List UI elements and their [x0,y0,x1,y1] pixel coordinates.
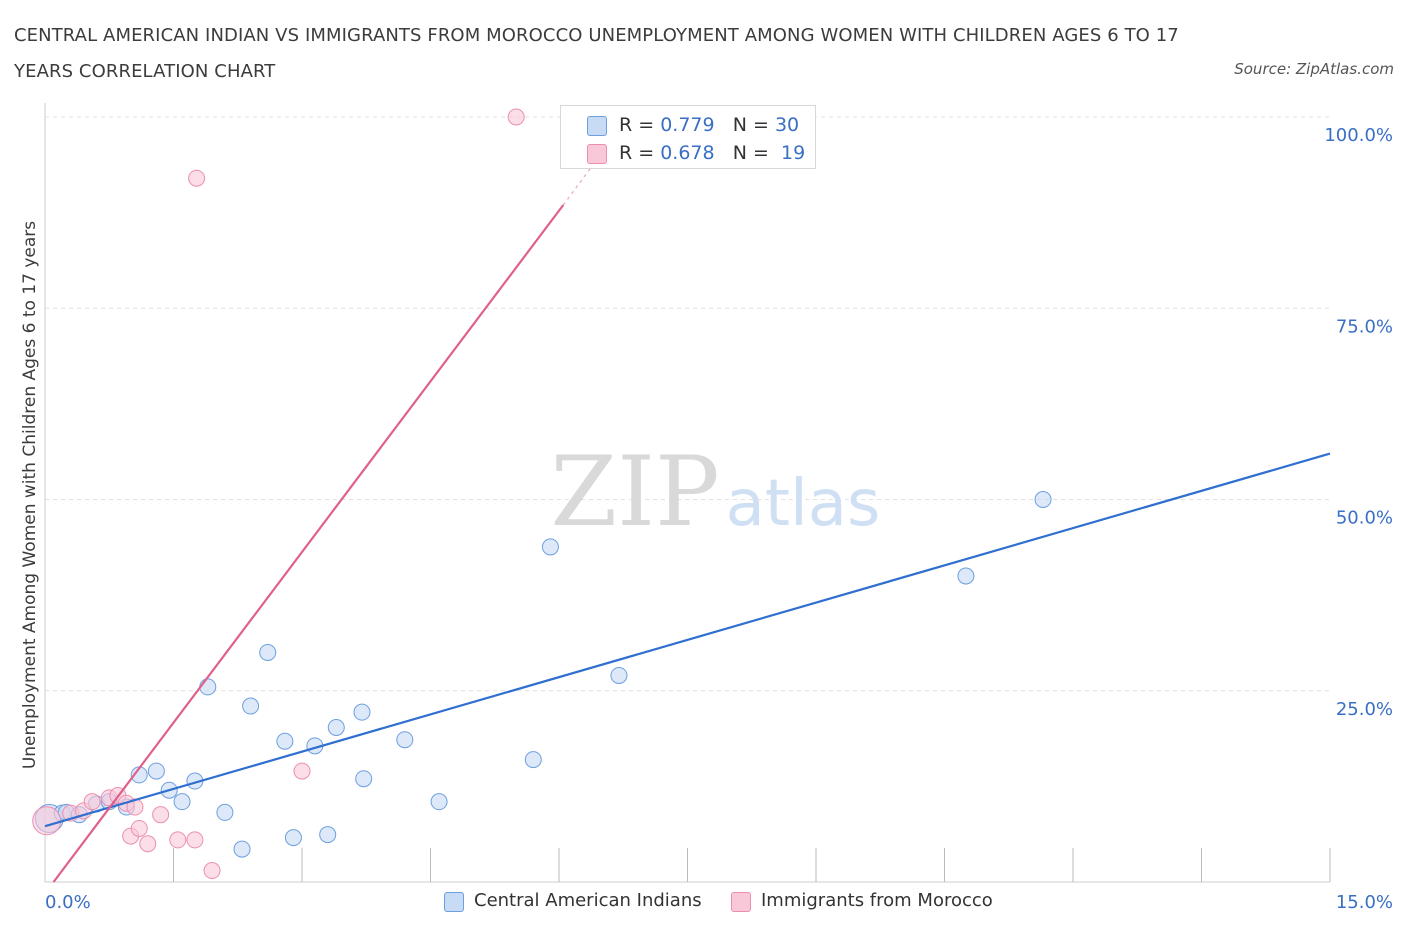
data-point-central-american-indians [957,567,975,585]
data-point-central-american-indians [173,793,191,811]
points [32,108,1052,880]
data-point-immigrants-from-morocco [188,169,206,187]
trend-lines [44,152,1331,883]
data-point-immigrants-from-morocco [130,819,148,837]
y-tick-label: 25.0% [1336,699,1393,720]
y-tick-label: 75.0% [1336,316,1393,337]
data-point-immigrants-from-morocco [507,108,525,126]
y-tick-labels: 25.0% 50.0% 75.0% 100.0% [1324,125,1393,720]
data-point-central-american-indians [396,731,414,749]
data-point-immigrants-from-morocco [186,831,204,849]
data-point-central-american-indians [524,751,542,769]
r-value-pink: 0.678 [660,142,715,164]
data-point-central-american-indians [1034,491,1052,508]
data-point-central-american-indians [242,697,260,715]
chart-title: CENTRAL AMERICAN INDIAN VS IMMIGRANTS FR… [14,25,1179,82]
data-point-immigrants-from-morocco [83,793,101,811]
source-label: Source: ZipAtlas.com [1234,60,1394,78]
data-point-central-american-indians [355,770,373,788]
data-point-central-american-indians [541,538,559,556]
data-point-immigrants-from-morocco [152,806,170,824]
data-point-central-american-indians [353,703,371,721]
data-point-central-american-indians [199,678,217,696]
data-point-immigrants-from-morocco [169,831,187,849]
legend-label-immigrants-from-morocco: Immigrants from Morocco [761,890,993,911]
legend-swatch-blue [587,116,607,136]
data-point-central-american-indians [216,803,234,821]
data-point-central-american-indians [276,732,294,750]
legend-swatch-pink [587,144,607,164]
y-tick-label: 100.0% [1324,125,1393,146]
data-point-central-american-indians [259,644,277,661]
data-point-immigrants-from-morocco [203,862,221,880]
trend-line-1 [52,204,565,883]
data-point-immigrants-from-morocco [139,835,157,853]
trend-line-0 [44,452,1331,828]
legend-label-central-american-indians: Central American Indians [474,890,702,911]
legend-swatch-immigrants-from-morocco [731,892,751,912]
axes [44,103,1331,883]
data-point-central-american-indians [233,840,251,858]
x-tick-label-max: 15.0% [1336,892,1393,913]
watermark-atlas: atlas [726,467,881,541]
legend-swatch-central-american-indians [444,892,464,912]
data-point-central-american-indians [147,762,165,780]
grid [45,116,1330,692]
x-tick-label-min: 0.0% [45,892,91,913]
data-point-central-american-indians [430,793,448,811]
data-point-central-american-indians [610,666,628,684]
correlation-legend: R = 0.779 N = 30 R = 0.678 N = 19 [560,105,816,169]
n-value-blue: 30 [774,114,800,136]
data-point-immigrants-from-morocco [293,762,311,780]
n-value-pink: 19 [780,142,806,164]
y-tick-label: 50.0% [1336,508,1393,529]
r-value-blue: 0.779 [660,114,715,136]
data-point-immigrants-from-morocco [32,806,62,836]
data-point-central-american-indians [284,829,302,847]
watermark-zip: ZIP [550,436,719,548]
data-point-central-american-indians [319,826,337,844]
data-point-central-american-indians [327,718,345,736]
series-legend: Central American Indians Immigrants from… [0,890,1406,916]
